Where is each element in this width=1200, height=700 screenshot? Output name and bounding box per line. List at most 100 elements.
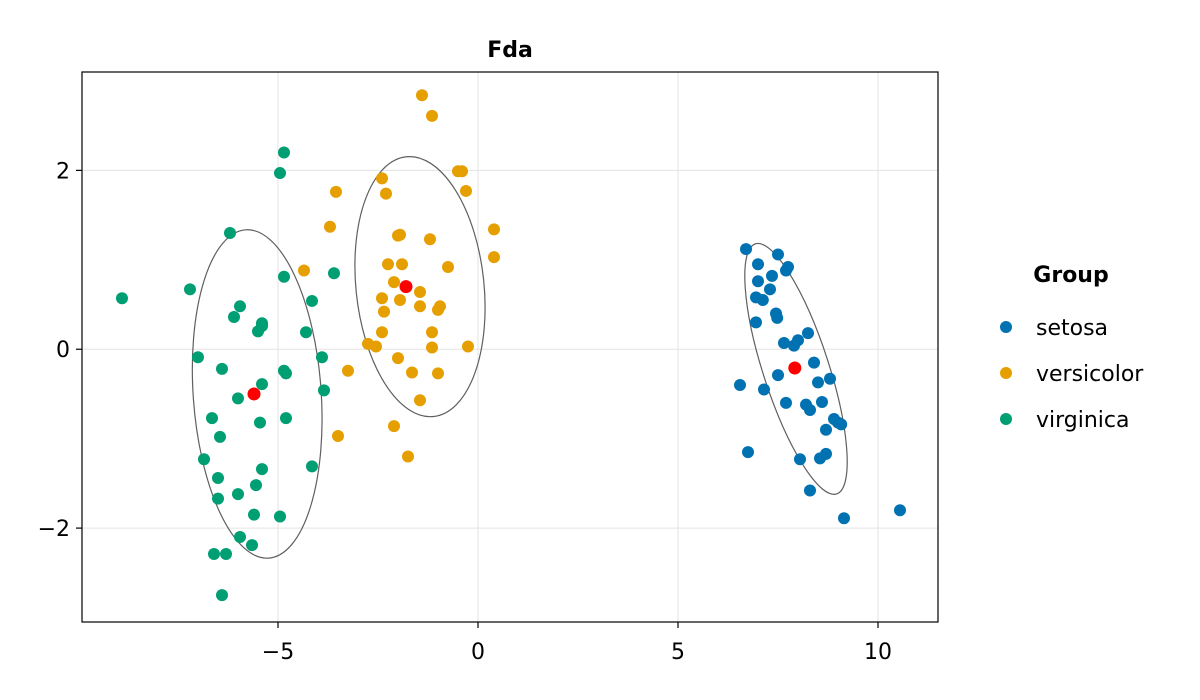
centroid-point [247,387,261,401]
setosa-point [804,484,816,497]
legend-label-setosa: setosa [1036,316,1108,341]
setosa-point [742,446,754,459]
legend-label-versicolor: versicolor [1036,362,1144,387]
virginica-point [208,548,220,561]
versicolor-point [388,420,400,433]
versicolor-point [298,264,310,277]
versicolor-point [488,251,500,264]
versicolor-point [376,292,388,305]
setosa-point [816,396,828,408]
virginica-point [256,463,268,476]
group-ellipse [744,242,848,495]
versicolor-point [414,394,426,407]
setosa-point [788,339,800,352]
virginica-point [256,378,268,391]
setosa-point [750,316,762,329]
versicolor-point [416,89,428,102]
virginica-point [248,508,260,521]
virginica-point [280,367,292,380]
setosa-point [804,404,816,417]
versicolor-point [376,172,388,185]
virginica-point [274,167,286,180]
setosa-point [820,423,832,436]
virginica-point [220,548,232,561]
y-tick-label: 0 [56,338,70,363]
data-points [116,89,906,602]
virginica-point [318,384,330,397]
setosa-point [771,311,784,324]
virginica-point [206,412,218,425]
virginica-point [214,430,226,443]
versicolor-point [442,260,454,273]
virginica-point [278,270,290,283]
versicolor-point [396,258,408,271]
chart-title: Fda [487,38,533,63]
versicolor-point [378,305,390,318]
virginica-point [216,362,228,375]
legend-marker-versicolor [1000,367,1012,379]
virginica-point [316,351,328,364]
setosa-point [740,243,752,256]
virginica-point [216,589,228,602]
setosa-point [756,294,769,307]
versicolor-point [392,352,404,365]
setosa-point [835,418,848,431]
versicolor-point [414,300,426,313]
virginica-point [184,283,196,296]
versicolor-point [426,341,438,354]
virginica-point [212,492,224,505]
setosa-point [772,248,784,261]
versicolor-point [342,364,354,377]
virginica-point [234,531,246,544]
setosa-point [758,383,770,396]
virginica-point [192,351,204,364]
versicolor-point [376,326,388,339]
versicolor-point [424,233,436,246]
virginica-point [228,311,240,324]
versicolor-point [406,366,418,379]
setosa-point [824,372,836,385]
versicolor-point [382,258,394,271]
setosa-point [766,269,778,282]
versicolor-point [426,326,438,339]
setosa-point [780,264,792,277]
virginica-point [306,294,318,307]
setosa-point [764,283,776,296]
legend: Group setosa versicolor virginica [1000,263,1144,433]
versicolor-point [414,286,426,298]
versicolor-point [330,185,342,198]
versicolor-point [392,229,404,242]
y-tick-label: −2 [38,517,70,542]
legend-items: setosa versicolor virginica [1000,316,1144,433]
versicolor-point [462,340,474,353]
legend-title: Group [1033,263,1108,288]
x-tick-label: 10 [864,640,892,665]
versicolor-point [432,367,444,380]
legend-label-virginica: virginica [1036,408,1130,433]
virginica-point [254,416,266,429]
group-ellipse [354,156,486,418]
virginica-point [234,300,246,313]
legend-marker-virginica [1000,413,1012,425]
centroid-point [788,361,802,375]
legend-marker-setosa [1000,321,1012,333]
versicolor-point [332,429,344,442]
versicolor-point [380,187,392,200]
virginica-point [278,146,290,159]
axis-ticks: −5 0 5 10 −2 0 2 [38,159,892,665]
setosa-point [734,379,746,392]
setosa-point [814,452,826,465]
virginica-point [306,460,318,473]
versicolor-point [426,109,438,122]
virginica-point [252,325,264,338]
versicolor-point [402,450,414,463]
setosa-point [808,356,820,369]
virginica-point [300,326,312,339]
versicolor-point [324,220,336,233]
virginica-point [250,479,262,492]
versicolor-point [456,165,468,178]
virginica-point [198,453,210,466]
setosa-point [778,336,790,349]
versicolor-point [370,340,382,353]
